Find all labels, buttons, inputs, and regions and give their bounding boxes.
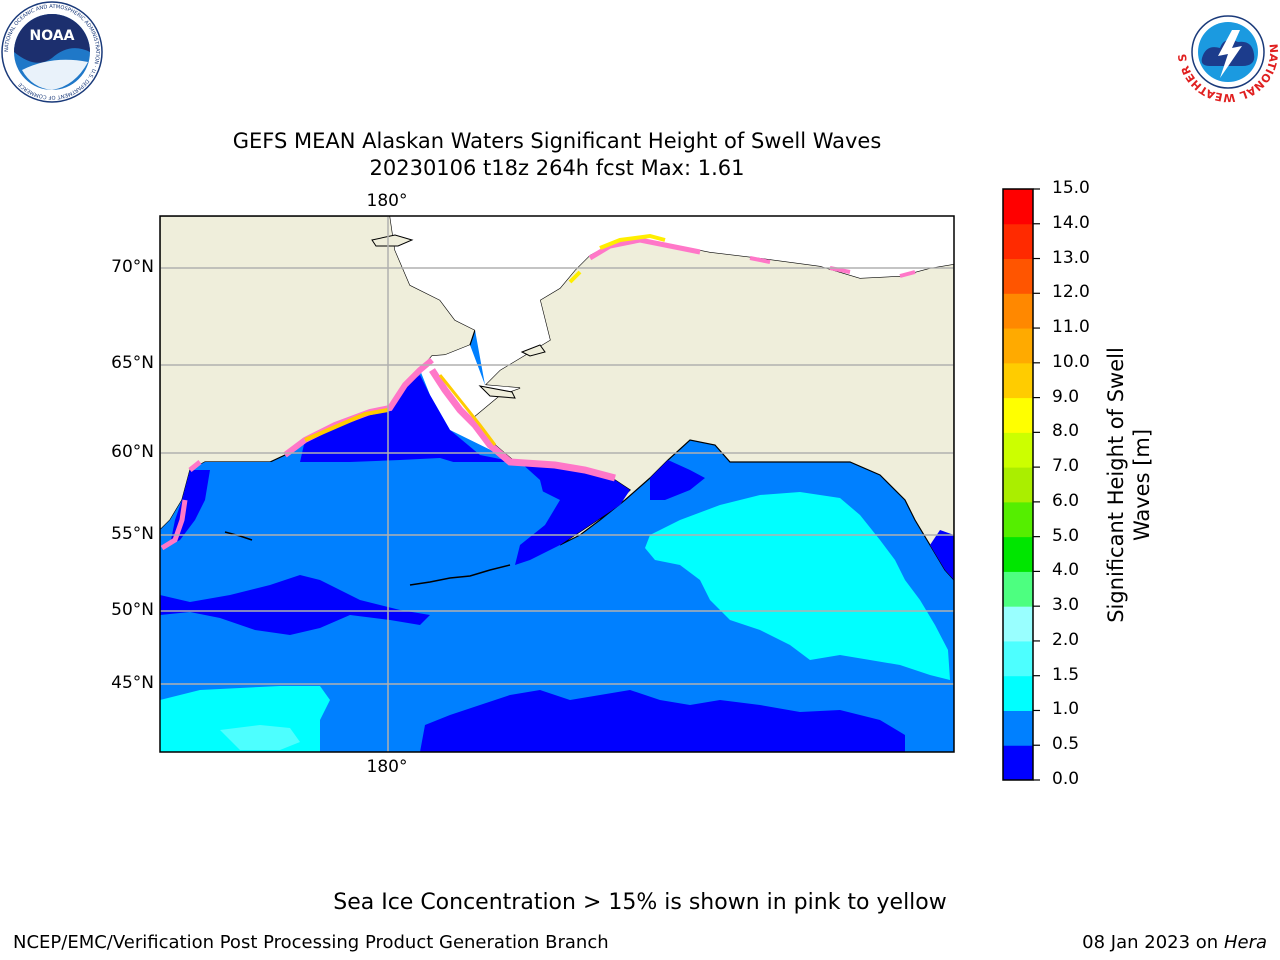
colorbar-tick-label: 0.5 (1052, 734, 1080, 755)
noaa-logo-text: NOAA (30, 28, 75, 44)
colorbar-segment (1003, 571, 1033, 607)
colorbar-tick-label: 10.0 (1052, 351, 1090, 372)
ocean-swell-1.0-1.5-gulf (645, 492, 950, 680)
colorbar-segment (1003, 640, 1033, 677)
colorbar-segment (1003, 328, 1033, 364)
lon-label-bottom: 180° (366, 757, 408, 777)
lat-label-60: 60°N (111, 442, 154, 462)
sea-ice-note: Sea Ice Concentration > 15% is shown in … (333, 890, 947, 915)
map-title: GEFS MEAN Alaskan Waters Significant Hei… (232, 129, 882, 153)
colorbar-segment (1003, 606, 1033, 642)
footer-date: 08 Jan 2023 on Hera (1082, 932, 1267, 953)
colorbar-segment (1003, 362, 1033, 399)
colorbar-tick-label: 3.0 (1052, 595, 1080, 616)
colorbar-segment (1003, 432, 1033, 468)
colorbar-segment (1003, 397, 1033, 433)
colorbar-segment (1003, 467, 1033, 503)
colorbar-tick-label: 0.0 (1052, 769, 1080, 789)
colorbar-segment (1003, 223, 1033, 260)
colorbar-segment (1003, 745, 1033, 781)
colorbar-segment (1003, 293, 1033, 329)
footer-credit: NCEP/EMC/Verification Post Processing Pr… (13, 932, 609, 953)
colorbar-tick-label: 4.0 (1052, 560, 1080, 581)
colorbar-segment (1003, 258, 1033, 294)
sea-ice-arctic (588, 237, 701, 261)
lat-label-50: 50°N (111, 600, 154, 620)
colorbar-label: Significant Height of Swell Waves [m] (1104, 347, 1154, 623)
colorbar-segment (1003, 189, 1033, 225)
ocean-swell-0-0.5-bering (300, 375, 630, 565)
colorbar-tick-label: 8.0 (1052, 421, 1080, 442)
colorbar-segment (1003, 675, 1033, 711)
colorbar-segment (1003, 501, 1033, 538)
lat-label-55: 55°N (111, 524, 154, 544)
colorbar-segment (1003, 536, 1033, 572)
colorbar-tick-label: 6.0 (1052, 490, 1080, 511)
lat-label-45: 45°N (111, 673, 154, 693)
colorbar-tick-label: 7.0 (1052, 456, 1080, 477)
noaa-logo: NOAA NATIONAL OCEANIC AND ATMOSPHERIC AD… (1, 1, 103, 103)
sea-ice-norton (429, 368, 616, 482)
colorbar-tick-label: 11.0 (1052, 317, 1090, 338)
colorbar-tick-label: 1.0 (1052, 699, 1080, 720)
lat-label-65: 65°N (111, 353, 154, 373)
nws-logo: NATIONAL WEATHER SERVICE (1172, 0, 1280, 104)
lat-label-70: 70°N (111, 257, 154, 277)
colorbar-tick-label: 9.0 (1052, 386, 1080, 407)
lon-label-top: 180° (366, 191, 408, 211)
map-subtitle: 20230106 t18z 264h fcst Max: 1.61 (369, 156, 745, 180)
colorbar-tick-label: 15.0 (1052, 178, 1090, 198)
colorbar-tick-label: 5.0 (1052, 525, 1080, 546)
colorbar-tick-label: 13.0 (1052, 247, 1090, 268)
ocean-swell-0-0.5-north-pacific (160, 575, 430, 635)
colorbar-tick-label: 12.0 (1052, 282, 1090, 303)
ocean-swell-0-0.5-south (420, 690, 905, 752)
colorbar-segment (1003, 710, 1033, 746)
colorbar-tick-label: 14.0 (1052, 212, 1090, 233)
colorbar-tick-label: 2.0 (1052, 629, 1080, 650)
colorbar-tick-label: 1.5 (1052, 664, 1080, 685)
